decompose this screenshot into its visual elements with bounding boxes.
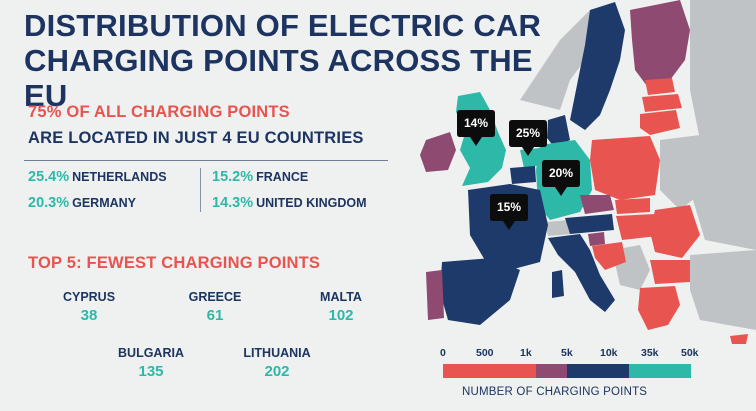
map-greece: [638, 286, 680, 330]
legend-swatch: [567, 364, 598, 378]
headline-continuation: ARE LOCATED IN JUST 4 EU COUNTRIES: [28, 129, 364, 147]
map-ireland: [420, 132, 456, 172]
legend-tick: 50k: [681, 347, 699, 359]
legend-swatch: [629, 364, 660, 378]
share-country: FRANCE: [256, 170, 309, 184]
page-title: DISTRIBUTION OF ELECTRIC CAR CHARGING PO…: [24, 8, 542, 113]
map-poland: [590, 136, 660, 200]
map-turkey-nonEU: [690, 250, 756, 330]
legend-tick: 5k: [561, 347, 573, 359]
callout-france: 15%: [489, 192, 529, 230]
fewest-cyprus: CYPRUS 38: [34, 290, 144, 324]
legend-swatch: [660, 364, 691, 378]
map-italy: [548, 234, 615, 312]
legend-tick: 10k: [600, 347, 618, 359]
map-lithuania: [640, 110, 680, 135]
fewest-value: 202: [264, 363, 290, 380]
legend-swatch: [474, 364, 505, 378]
map-austria: [565, 214, 614, 234]
fewest-country: BULGARIA: [118, 346, 184, 360]
map-croatia: [592, 242, 626, 270]
fewest-bulgaria: BULGARIA 135: [96, 346, 206, 380]
share-pct: 15.2%: [212, 169, 254, 185]
callout-label: 14%: [463, 116, 489, 130]
headline-highlight: 75% OF ALL CHARGING POINTS: [28, 103, 290, 121]
callout-label: 15%: [496, 200, 522, 214]
fewest-value: 102: [328, 307, 354, 324]
legend-swatch: [443, 364, 474, 378]
callout-bubble-icon: [490, 194, 528, 230]
map-romania: [650, 205, 700, 258]
callout-bubble-icon: [509, 120, 547, 156]
callout-bubble-icon: [542, 160, 580, 196]
legend-tick: 500: [476, 347, 494, 359]
map-ukraine-nonEU: [660, 135, 705, 210]
share-country: GERMANY: [72, 196, 137, 210]
fewest-country: MALTA: [320, 290, 362, 304]
share-pct: 14.3%: [212, 195, 254, 211]
map-latvia: [642, 94, 682, 112]
map-switzerland-nonEU: [545, 220, 572, 236]
map-spain: [440, 258, 520, 325]
legend-tick: 0: [440, 347, 446, 359]
fewest-lithuania: LITHUANIA 202: [222, 346, 332, 380]
legend-swatch: [536, 364, 567, 378]
map-slovakia: [615, 198, 650, 214]
legend-swatch: [505, 364, 536, 378]
share-pct: 20.3%: [28, 195, 70, 211]
callout-netherlands: 25%: [508, 118, 548, 156]
fewest-value: 61: [206, 307, 224, 324]
legend-title: NUMBER OF CHARGING POINTS: [462, 386, 648, 398]
fewest-value: 135: [138, 363, 164, 380]
map-denmark: [547, 115, 570, 148]
map-cyprus: [730, 334, 748, 344]
legend-color-scale: [443, 364, 691, 378]
map-russia-nonEU: [690, 0, 756, 250]
legend-tick: 1k: [520, 347, 532, 359]
callout-label: 20%: [548, 166, 574, 180]
map-sweden: [570, 2, 625, 130]
map-netherlands: [520, 148, 542, 168]
fewest-title: TOP 5: FEWEST CHARGING POINTS: [28, 254, 321, 272]
callout-united-kingdom: 14%: [456, 108, 496, 146]
share-france: 15.2% FRANCE: [212, 169, 308, 185]
legend-tick: 35k: [641, 347, 659, 359]
callout-label: 25%: [515, 126, 541, 140]
share-pct: 25.4%: [28, 169, 70, 185]
map-czechia: [580, 195, 614, 214]
map-hungary: [616, 214, 658, 240]
map-slovenia: [588, 232, 605, 246]
europe-map: [420, 0, 756, 344]
fewest-country: LITHUANIA: [243, 346, 311, 360]
map-sardinia: [552, 270, 564, 298]
map-bulgaria: [650, 260, 690, 284]
fewest-greece: GREECE 61: [160, 290, 270, 324]
fewest-country: CYPRUS: [62, 290, 116, 304]
legend-swatch: [598, 364, 629, 378]
callout-bubble-icon: [457, 110, 495, 146]
share-country: UNITED KINGDOM: [256, 196, 367, 210]
map-belgium: [510, 166, 536, 184]
map-estonia: [645, 78, 675, 95]
fewest-malta: MALTA 102: [286, 290, 396, 324]
share-germany: 20.3% GERMANY: [28, 195, 136, 211]
share-netherlands: 25.4% NETHERLANDS: [28, 169, 167, 185]
share-country: NETHERLANDS: [72, 170, 167, 184]
share-united-kingdom: 14.3% UNITED KINGDOM: [212, 195, 367, 211]
callout-germany: 20%: [541, 158, 581, 196]
fewest-country: GREECE: [188, 290, 242, 304]
map-portugal: [426, 270, 444, 320]
map-finland: [630, 0, 690, 90]
divider-line: [24, 160, 388, 161]
fewest-value: 38: [80, 307, 98, 324]
vertical-divider: [200, 168, 201, 212]
